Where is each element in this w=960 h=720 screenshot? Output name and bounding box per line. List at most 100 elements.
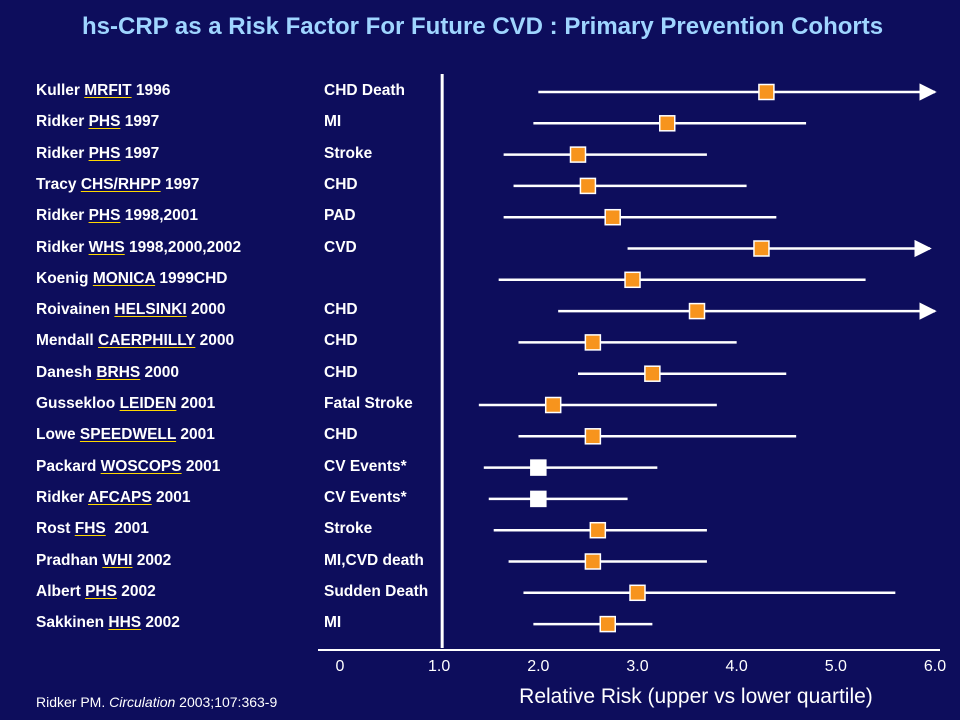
study-endpoint: CHD bbox=[324, 363, 358, 381]
study-endpoint: CHD bbox=[324, 301, 358, 319]
study-year: 1997 bbox=[120, 113, 160, 131]
study-year: 2002 bbox=[132, 551, 172, 569]
study-author: Packard bbox=[36, 457, 101, 475]
point-estimate bbox=[589, 521, 607, 539]
citation: Ridker PM. Circulation 2003;107:363-9 bbox=[36, 694, 277, 710]
study-year: 1997 bbox=[160, 175, 200, 193]
study-name: Albert PHS 2002 bbox=[36, 583, 156, 601]
point-estimate bbox=[579, 177, 597, 195]
study-author: Koenig bbox=[36, 269, 93, 287]
point-estimate bbox=[584, 553, 602, 570]
study-author: Tracy bbox=[36, 175, 81, 193]
study-cohort: PHS bbox=[88, 207, 121, 225]
point-estimate bbox=[753, 240, 770, 257]
citation-author: Ridker PM. bbox=[36, 694, 110, 710]
study-cohort: WHS bbox=[88, 238, 125, 256]
study-name: Ridker WHS 1998,2000,2002 bbox=[36, 239, 241, 257]
study-author: Rost bbox=[36, 520, 75, 538]
point-estimate bbox=[758, 83, 775, 101]
study-name: Gussekloo LEIDEN 2001 bbox=[36, 395, 215, 413]
x-axis-label: Relative Risk (upper vs lower quartile) bbox=[519, 685, 873, 708]
study-cohort: PHS bbox=[88, 144, 121, 162]
study-name: Packard WOSCOPS 2001 bbox=[36, 458, 220, 476]
study-author: Ridker bbox=[36, 238, 89, 256]
point-estimate bbox=[584, 428, 602, 445]
point-estimate bbox=[569, 146, 587, 163]
study-year: 1998,2000,2002 bbox=[124, 238, 242, 256]
study-cohort: WHI bbox=[102, 551, 133, 569]
study-name: Kuller MRFIT 1996 bbox=[36, 82, 170, 100]
study-cohort: HHS bbox=[108, 614, 142, 632]
study-name: Tracy CHS/RHPP 1997 bbox=[36, 176, 199, 194]
study-cohort: AFCAPS bbox=[87, 488, 152, 506]
study-name: Rost FHS 2001 bbox=[36, 520, 149, 538]
study-endpoint: Stroke bbox=[324, 520, 373, 538]
study-author: Gussekloo bbox=[36, 395, 120, 412]
x-tick-label: 5.0 bbox=[825, 658, 847, 675]
point-estimate bbox=[624, 271, 641, 289]
study-year: 2002 bbox=[141, 614, 180, 632]
study-cohort: MRFIT bbox=[84, 82, 132, 99]
study-cohort: FHS bbox=[74, 520, 106, 538]
point-estimate bbox=[599, 615, 616, 633]
study-name: Pradhan WHI 2002 bbox=[36, 552, 171, 570]
study-endpoint: Sudden Death bbox=[324, 582, 429, 600]
study-author: Ridker bbox=[36, 144, 89, 162]
point-estimate bbox=[644, 365, 661, 382]
study-name: Roivainen HELSINKI 2000 bbox=[36, 301, 226, 319]
study-year: 1997 bbox=[120, 144, 160, 162]
study-author: Ridker bbox=[36, 488, 88, 506]
study-cohort: BRHS bbox=[96, 363, 141, 381]
point-estimate bbox=[530, 459, 547, 476]
point-estimate bbox=[544, 396, 562, 414]
study-endpoint: CHD bbox=[324, 332, 358, 350]
citation-rest: 2003;107:363-9 bbox=[175, 694, 278, 710]
study-endpoint: Stroke bbox=[324, 144, 373, 162]
study-name: Ridker PHS 1997 bbox=[36, 145, 159, 163]
study-year: 2001 bbox=[181, 457, 221, 475]
study-cohort: WOSCOPS bbox=[100, 457, 182, 475]
study-year: 2000 bbox=[195, 332, 235, 350]
study-cohort: CHS/RHPP bbox=[80, 175, 161, 193]
study-cohort: PHS bbox=[88, 113, 121, 131]
study-year: 1996 bbox=[131, 82, 171, 99]
x-tick-label: 6.0 bbox=[924, 658, 946, 675]
study-year: 2001 bbox=[176, 426, 215, 444]
point-estimate bbox=[584, 334, 602, 351]
study-cohort: CAERPHILLY bbox=[98, 332, 196, 350]
study-author: Lowe bbox=[36, 426, 80, 444]
study-cohort: HELSINKI bbox=[114, 301, 187, 319]
study-endpoint: CV Events* bbox=[324, 488, 407, 506]
study-cohort: PHS bbox=[85, 582, 117, 600]
study-name: Ridker PHS 1997 bbox=[36, 113, 159, 131]
study-cohort: SPEEDWELL bbox=[79, 426, 177, 444]
study-author: Kuller bbox=[36, 82, 85, 99]
study-author: Albert bbox=[36, 582, 86, 600]
study-endpoint: CV Events* bbox=[324, 457, 407, 475]
point-estimate bbox=[688, 302, 706, 320]
chart-title: hs-CRP as a Risk Factor For Future CVD :… bbox=[82, 13, 884, 40]
study-endpoint: PAD bbox=[324, 207, 356, 225]
study-year: 2000 bbox=[140, 363, 180, 381]
study-name: Mendall CAERPHILLY 2000 bbox=[36, 332, 234, 350]
x-tick-label: 4.0 bbox=[726, 658, 748, 675]
study-endpoint: MI bbox=[324, 113, 342, 131]
study-cohort: LEIDEN bbox=[119, 395, 177, 412]
study-year: 2001 bbox=[105, 520, 149, 538]
study-name: Ridker PHS 1998,2001 bbox=[36, 207, 198, 225]
study-year: 2002 bbox=[116, 582, 156, 600]
study-year: 2000 bbox=[186, 301, 226, 319]
study-cohort: MONICA bbox=[92, 269, 156, 287]
point-estimate bbox=[629, 584, 646, 602]
study-endpoint: Fatal Stroke bbox=[324, 395, 413, 412]
study-author: Danesh bbox=[36, 363, 97, 381]
study-author: Pradhan bbox=[36, 551, 103, 569]
study-year: 2001 bbox=[151, 488, 191, 506]
study-year: 2001 bbox=[176, 395, 216, 412]
x-tick-label: 1.0 bbox=[428, 658, 450, 675]
study-endpoint: CHD bbox=[324, 426, 358, 444]
study-name: Ridker AFCAPS 2001 bbox=[36, 489, 191, 507]
study-name: Koenig MONICA 1999CHD bbox=[36, 270, 228, 288]
study-endpoint: MI,CVD death bbox=[324, 551, 424, 569]
